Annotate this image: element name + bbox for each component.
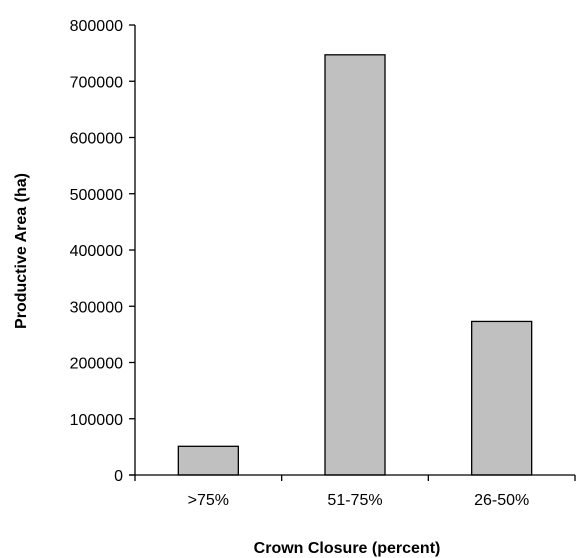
x-category-label: 51-75% (327, 492, 382, 509)
bar-2 (471, 320, 533, 476)
bars-group (177, 54, 533, 476)
y-tick-label: 0 (114, 468, 123, 485)
bar-1 (324, 54, 386, 476)
y-tick-label: 800000 (70, 18, 123, 35)
x-category-label: >75% (188, 492, 229, 509)
y-tick-label: 400000 (70, 243, 123, 260)
x-axis: >75% 51-75% 26-50% (129, 474, 576, 509)
y-tick-label: 600000 (70, 131, 123, 148)
x-axis-title: Crown Closure (percent) (254, 540, 441, 557)
x-category-label: 26-50% (474, 492, 529, 509)
y-tick-label: 700000 (70, 74, 123, 91)
y-tick-label: 300000 (70, 299, 123, 316)
y-axis: 0 100000 200000 300000 400000 500000 600000 700… (70, 18, 136, 485)
y-tick-label: 100000 (70, 412, 123, 429)
bar-0 (177, 445, 239, 476)
y-tick-label: 500000 (70, 187, 123, 204)
y-tick-label: 200000 (70, 356, 123, 373)
y-axis-title: Productive Area (ha) (13, 173, 30, 329)
